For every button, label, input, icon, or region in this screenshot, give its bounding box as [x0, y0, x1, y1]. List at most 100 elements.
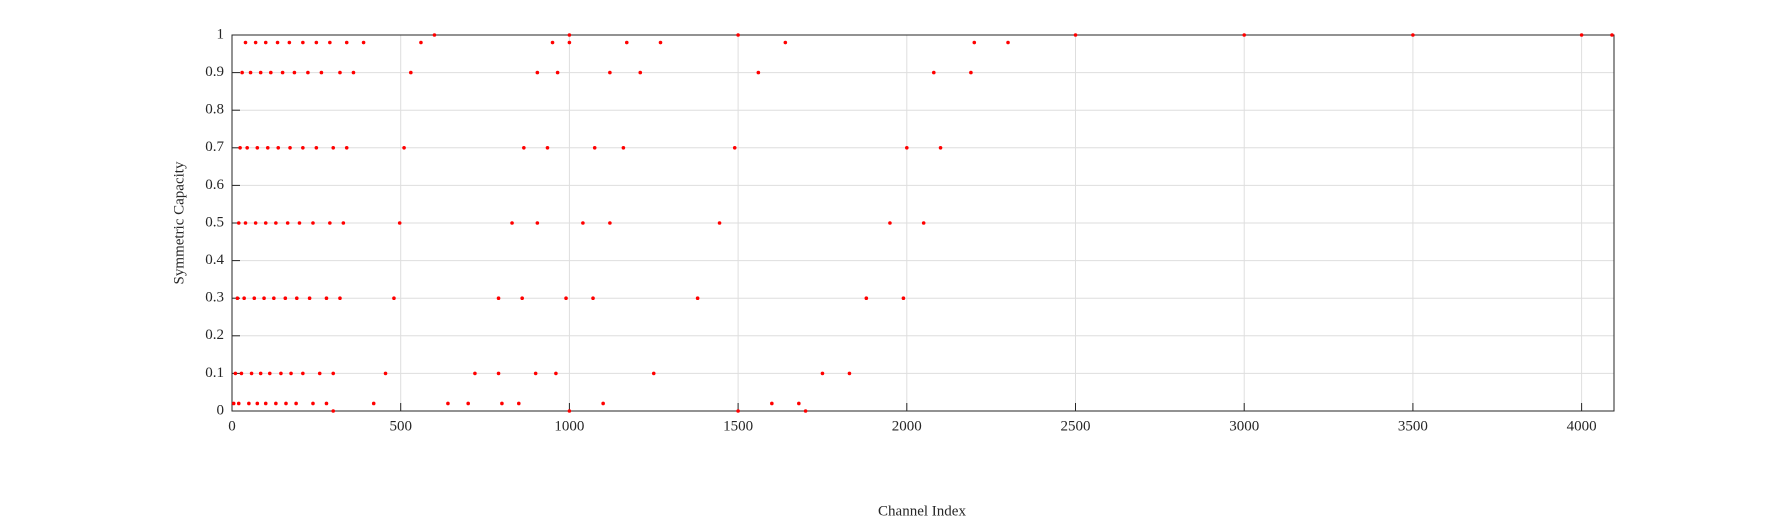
- point: [535, 221, 540, 225]
- point: [341, 221, 346, 225]
- x-tick-label: 500: [389, 418, 412, 434]
- point: [331, 146, 336, 150]
- point: [658, 40, 663, 45]
- y-tick-label: 0.2: [205, 327, 224, 343]
- point: [280, 70, 285, 75]
- point: [294, 296, 299, 301]
- point: [263, 401, 268, 406]
- point: [969, 70, 973, 75]
- point: [274, 221, 278, 225]
- point: [383, 371, 388, 376]
- point: [770, 401, 774, 406]
- point: [522, 146, 526, 150]
- x-tick-label: 2500: [1061, 418, 1091, 434]
- point: [392, 296, 396, 301]
- point: [847, 371, 852, 376]
- x-tick-label: 3000: [1229, 418, 1259, 434]
- y-tick-label: 0.6: [205, 177, 224, 193]
- point: [732, 146, 737, 150]
- point: [314, 146, 319, 150]
- point: [283, 296, 288, 301]
- point: [1242, 33, 1247, 37]
- point: [432, 33, 437, 37]
- point: [301, 371, 305, 376]
- point: [311, 401, 315, 406]
- point: [317, 371, 322, 376]
- y-tick-label: 0: [217, 402, 225, 418]
- point: [1610, 33, 1614, 37]
- point: [297, 221, 302, 225]
- point: [255, 401, 260, 406]
- point: [258, 371, 263, 376]
- point: [258, 70, 263, 75]
- point: [351, 70, 356, 75]
- point: [567, 33, 572, 37]
- point: [496, 371, 501, 376]
- point: [276, 146, 281, 150]
- point: [294, 401, 298, 406]
- point: [717, 221, 722, 225]
- point: [545, 146, 550, 150]
- point: [756, 70, 761, 75]
- point: [1073, 33, 1078, 37]
- point: [328, 221, 332, 225]
- point: [510, 221, 514, 225]
- x-tick-label: 1500: [723, 418, 753, 434]
- point: [608, 221, 612, 225]
- point: [581, 221, 585, 225]
- point: [905, 146, 909, 150]
- point: [533, 371, 538, 376]
- point: [651, 371, 656, 376]
- point: [397, 221, 402, 225]
- point: [285, 221, 290, 225]
- y-tick-label: 0.5: [205, 214, 224, 230]
- point: [500, 401, 504, 406]
- point: [550, 40, 555, 45]
- point: [239, 371, 244, 376]
- point: [520, 296, 524, 301]
- plot-frame: [231, 34, 1615, 412]
- point: [638, 70, 643, 75]
- point: [361, 40, 366, 45]
- point: [344, 40, 349, 45]
- x-tick-label: 3500: [1398, 418, 1428, 434]
- point: [695, 296, 700, 301]
- point: [921, 221, 926, 225]
- point: [301, 146, 305, 150]
- point: [324, 401, 329, 406]
- y-tick-label: 0.7: [205, 139, 224, 155]
- point: [624, 40, 629, 45]
- point: [319, 70, 324, 75]
- point: [231, 401, 236, 406]
- point: [371, 401, 376, 406]
- point: [242, 296, 246, 301]
- point: [535, 70, 540, 75]
- y-tick-label: 0.4: [205, 252, 224, 268]
- point: [284, 401, 288, 406]
- point: [938, 146, 943, 150]
- point: [267, 371, 272, 376]
- point: [247, 401, 251, 406]
- point: [931, 70, 936, 75]
- point: [236, 401, 241, 406]
- point: [466, 401, 470, 406]
- point: [292, 70, 297, 75]
- point: [516, 401, 521, 406]
- point: [233, 371, 238, 376]
- point: [274, 401, 278, 406]
- point: [275, 40, 280, 45]
- point: [306, 70, 310, 75]
- point: [279, 371, 283, 376]
- point: [328, 40, 332, 45]
- point: [1006, 40, 1010, 45]
- point: [263, 40, 268, 45]
- point: [262, 296, 266, 301]
- point: [255, 146, 260, 150]
- point: [591, 296, 595, 301]
- point: [402, 146, 406, 150]
- point: [253, 40, 258, 45]
- point: [287, 40, 292, 45]
- x-axis-label: Channel Index: [878, 503, 966, 519]
- point: [496, 296, 501, 301]
